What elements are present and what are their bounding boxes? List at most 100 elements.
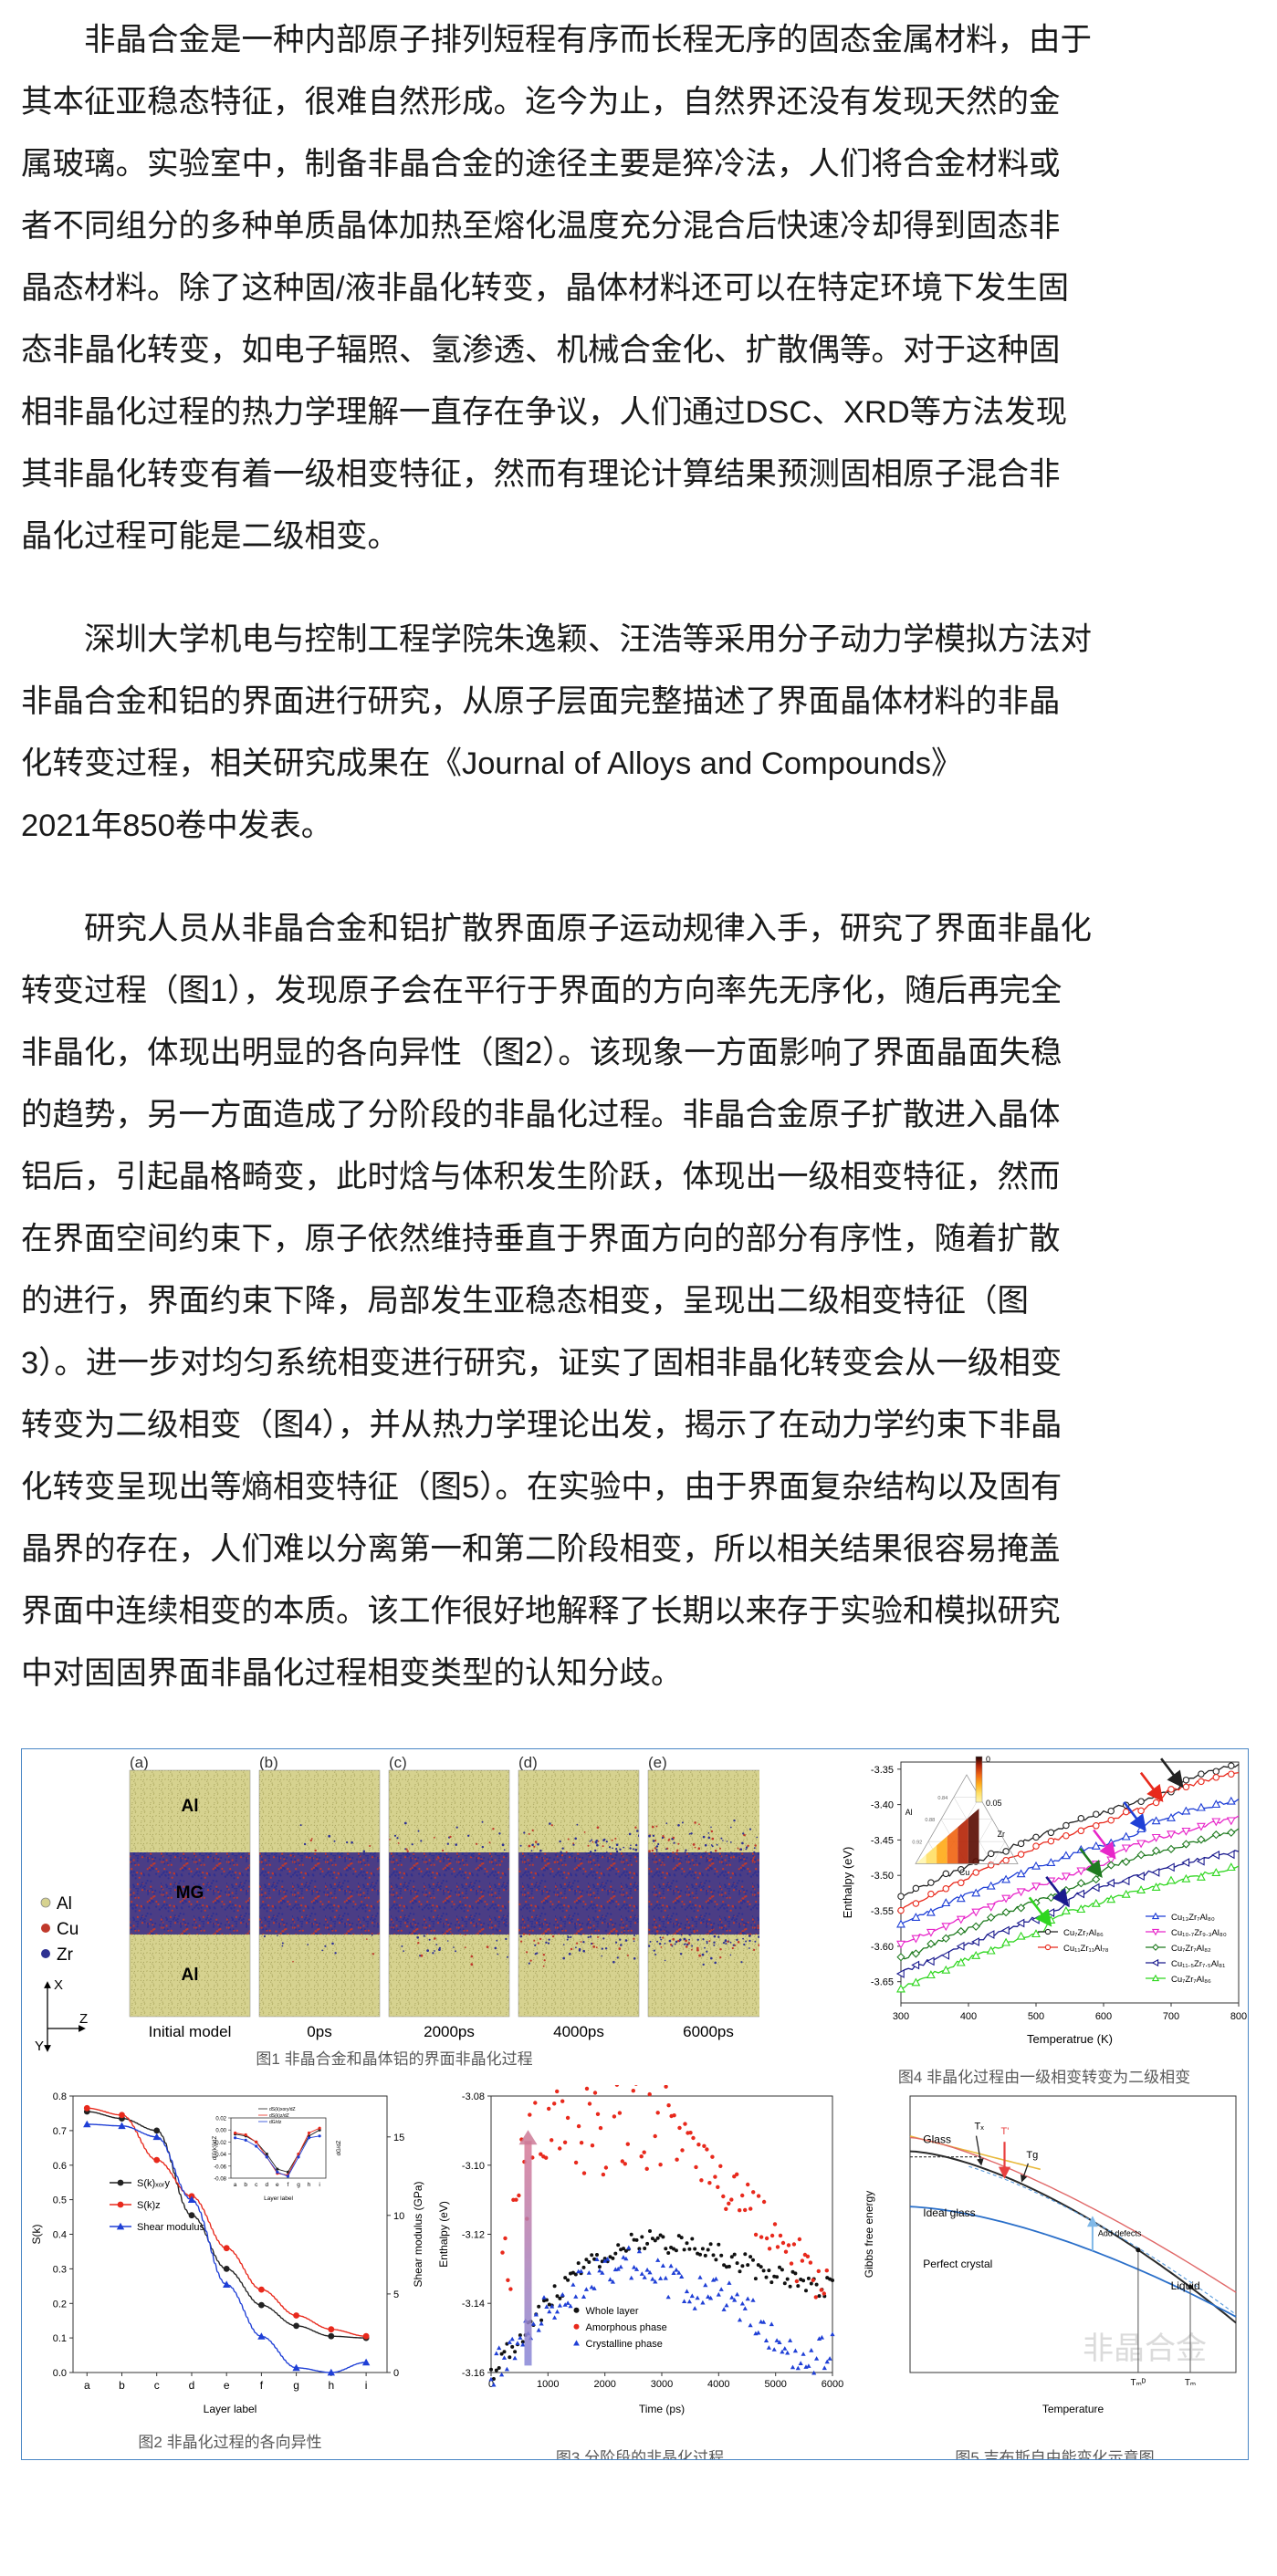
- svg-text:0.1: 0.1: [53, 2333, 67, 2344]
- svg-text:300: 300: [893, 2011, 909, 2022]
- svg-text:d: d: [265, 2182, 268, 2188]
- svg-text:Temperatrue (K): Temperatrue (K): [1027, 2032, 1113, 2046]
- svg-text:Cu: Cu: [57, 1920, 79, 1939]
- svg-text:Liquid: Liquid: [1171, 2279, 1200, 2292]
- svg-text:-0.08: -0.08: [214, 2177, 226, 2183]
- svg-text:0.4: 0.4: [53, 2230, 67, 2241]
- svg-text:dG/dz: dG/dz: [269, 2120, 282, 2125]
- svg-text:Layer label: Layer label: [204, 2403, 257, 2415]
- svg-text:a: a: [234, 2182, 237, 2188]
- svg-text:Shear modulus: Shear modulus: [137, 2222, 204, 2233]
- svg-text:c: c: [154, 2379, 160, 2392]
- svg-text:Time (ps): Time (ps): [639, 2403, 685, 2415]
- svg-text:Tₘᴰ: Tₘᴰ: [1130, 2378, 1146, 2388]
- svg-text:Z: Z: [79, 2011, 88, 2027]
- svg-text:0.5: 0.5: [53, 2195, 67, 2206]
- svg-text:b: b: [244, 2182, 247, 2188]
- svg-text:Layer label: Layer label: [264, 2195, 293, 2202]
- svg-text:(a): (a): [130, 1757, 149, 1771]
- svg-text:Perfect crystal: Perfect crystal: [923, 2258, 992, 2270]
- svg-text:Al: Al: [905, 1808, 913, 1817]
- svg-text:Initial model: Initial model: [149, 2023, 232, 2040]
- svg-text:S(k)ₓₒᵣy: S(k)ₓₒᵣy: [137, 2178, 171, 2189]
- svg-text:0.92: 0.92: [912, 1841, 922, 1846]
- svg-text:-3.50: -3.50: [871, 1871, 894, 1882]
- svg-text:-3.08: -3.08: [462, 2091, 485, 2102]
- svg-text:Amorphous phase: Amorphous phase: [586, 2322, 667, 2333]
- svg-text:i: i: [365, 2379, 368, 2392]
- svg-text:Enthalpy (eV): Enthalpy (eV): [841, 1847, 854, 1919]
- svg-text:0ps: 0ps: [307, 2023, 331, 2040]
- svg-text:2000ps: 2000ps: [424, 2023, 475, 2040]
- svg-text:S(k): S(k): [30, 2225, 43, 2245]
- svg-text:0.88: 0.88: [925, 1818, 935, 1823]
- svg-text:0: 0: [393, 2368, 399, 2379]
- svg-text:Zr: Zr: [998, 1830, 1005, 1839]
- svg-text:Cu₇Zr₇Al₈₂: Cu₇Zr₇Al₈₂: [1171, 1944, 1211, 1954]
- svg-text:e: e: [276, 2182, 279, 2188]
- svg-text:500: 500: [1028, 2011, 1044, 2022]
- svg-text:Tg: Tg: [1026, 2150, 1038, 2161]
- svg-text:Al: Al: [182, 1966, 199, 1985]
- svg-text:-3.65: -3.65: [871, 1977, 894, 1988]
- svg-text:0.2: 0.2: [53, 2299, 67, 2310]
- svg-text:5000: 5000: [764, 2379, 786, 2390]
- svg-text:S(k)z: S(k)z: [137, 2200, 161, 2211]
- svg-text:Tₘ: Tₘ: [1185, 2378, 1196, 2388]
- svg-text:0.7: 0.7: [53, 2126, 67, 2137]
- svg-text:3000: 3000: [651, 2379, 673, 2390]
- svg-text:1000: 1000: [537, 2379, 559, 2390]
- svg-text:dS(k)xory/dZ: dS(k)xory/dZ: [269, 2107, 296, 2112]
- svg-text:(c): (c): [389, 1757, 407, 1771]
- svg-text:Whole layer: Whole layer: [586, 2306, 639, 2317]
- svg-text:d[S(k)]/dZ: d[S(k)]/dZ: [213, 2135, 218, 2160]
- svg-text:Tₓ: Tₓ: [975, 2122, 985, 2133]
- svg-text:h: h: [308, 2182, 311, 2188]
- svg-text:Cu₇Zr₇Al₈₆: Cu₇Zr₇Al₈₆: [1171, 1975, 1211, 1985]
- svg-text:400: 400: [960, 2011, 977, 2022]
- svg-text:Cu₁₁.₅Zr₇.₅Al₈₁: Cu₁₁.₅Zr₇.₅Al₈₁: [1171, 1959, 1225, 1969]
- svg-text:-3.16: -3.16: [462, 2368, 485, 2379]
- svg-text:6000: 6000: [822, 2379, 843, 2390]
- svg-text:Enthalpy (eV): Enthalpy (eV): [437, 2201, 450, 2268]
- svg-text:Cu₁₀.₇Zr₉.₃Al₈₀: Cu₁₀.₇Zr₉.₃Al₈₀: [1171, 1928, 1227, 1938]
- svg-text:(b): (b): [259, 1757, 278, 1771]
- svg-text:g: g: [297, 2182, 300, 2188]
- svg-text:Cu₇Zr₇Al₈₆: Cu₇Zr₇Al₈₆: [1063, 1928, 1104, 1938]
- svg-text:a: a: [84, 2379, 90, 2392]
- svg-text:-3.14: -3.14: [462, 2299, 485, 2310]
- svg-text:dG/dZ: dG/dZ: [337, 2140, 342, 2155]
- svg-text:-3.55: -3.55: [871, 1906, 894, 1917]
- svg-text:MG: MG: [176, 1883, 204, 1903]
- svg-text:5: 5: [393, 2289, 399, 2300]
- svg-text:600: 600: [1095, 2011, 1112, 2022]
- svg-text:Crystalline phase: Crystalline phase: [586, 2339, 663, 2350]
- svg-text:0.05: 0.05: [986, 1799, 1002, 1808]
- svg-text:4000: 4000: [707, 2379, 729, 2390]
- svg-text:Al: Al: [182, 1797, 199, 1816]
- svg-text:-3.10: -3.10: [462, 2161, 485, 2172]
- svg-text:非晶合金: 非晶合金: [1083, 2331, 1207, 2366]
- svg-text:-3.12: -3.12: [462, 2230, 485, 2241]
- svg-text:g: g: [293, 2379, 299, 2392]
- svg-text:Cu₁₁Zr₁₁Al₇₈: Cu₁₁Zr₁₁Al₇₈: [1063, 1944, 1109, 1954]
- svg-text:f: f: [287, 2182, 288, 2188]
- svg-text:(d): (d): [518, 1757, 538, 1771]
- svg-text:Temperature: Temperature: [1042, 2403, 1104, 2415]
- svg-text:-0.06: -0.06: [214, 2164, 226, 2170]
- svg-text:(e): (e): [648, 1757, 667, 1771]
- svg-text:Zr: Zr: [57, 1945, 74, 1965]
- svg-text:0.6: 0.6: [53, 2161, 67, 2172]
- svg-text:Ideal glass: Ideal glass: [923, 2206, 975, 2219]
- svg-text:X: X: [54, 1977, 63, 1993]
- svg-text:Add defects: Add defects: [1098, 2228, 1142, 2237]
- svg-text:b: b: [119, 2379, 125, 2392]
- svg-text:4000ps: 4000ps: [553, 2023, 604, 2040]
- svg-text:-3.60: -3.60: [871, 1942, 894, 1953]
- svg-text:6000ps: 6000ps: [683, 2023, 734, 2040]
- svg-text:10: 10: [393, 2211, 404, 2222]
- svg-text:800: 800: [1230, 2011, 1247, 2022]
- svg-text:0.8: 0.8: [53, 2091, 67, 2102]
- svg-text:e: e: [224, 2379, 230, 2392]
- svg-text:0.02: 0.02: [215, 2117, 226, 2122]
